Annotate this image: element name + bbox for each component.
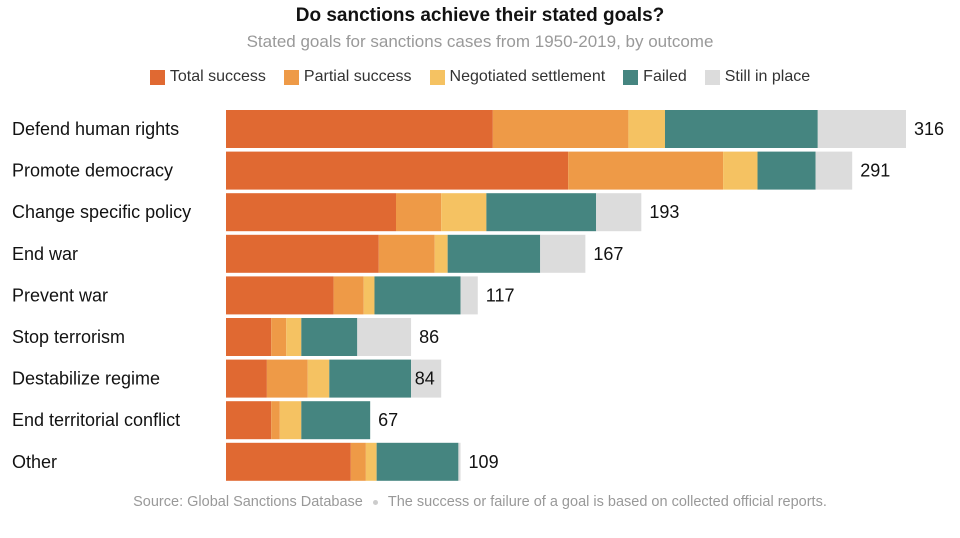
bar-segment-other-failed [376,442,459,481]
bar-segment-other-negotiated-settlement [365,442,377,481]
bar-segment-prevent-war-partial-success [333,276,364,315]
bar-segment-defend-human-rights-still-in-place [817,110,906,148]
legend-item-still-in-place: Still in place [704,68,811,86]
bar-segment-stop-terrorism-still-in-place [357,318,412,356]
bar-segment-change-specific-policy-failed [486,193,597,232]
bar-segment-destabilize-regime-failed [329,359,412,398]
chart-subtitle: Stated goals for sanctions cases from 19… [246,32,714,51]
bar-segment-end-war-partial-success [378,234,435,273]
bar-segment-change-specific-policy-still-in-place [596,193,642,232]
bar-segment-change-specific-policy-partial-success [396,193,442,232]
chart-title: Do sanctions achieve their stated goals? [295,5,665,26]
separator-dot [372,499,378,505]
total-label-other: 109 [469,452,499,472]
bar-segment-defend-human-rights-failed [664,110,818,148]
bar-segment-defend-human-rights-total-success [226,110,493,148]
legend-swatch [429,69,445,85]
bar-segment-stop-terrorism-failed [301,318,358,356]
legend-label: Negotiated settlement [449,68,606,85]
source-text: Source: Global Sanctions Database [133,494,363,510]
legend-label: Partial success [303,68,412,85]
stacked-bar-chart: Defend human rights 316 Promote democracy 2… [12,110,944,481]
category-label-defend-human-rights: Defend human rights [12,119,179,139]
category-label-promote-democracy: Promote democracy [12,161,173,181]
bar-segment-end-territorial-conflict-negotiated-settlement [279,401,302,440]
bar-segment-promote-democracy-partial-success [568,151,724,190]
bar-segment-end-territorial-conflict-total-success [226,401,272,440]
bar-segment-end-territorial-conflict-failed [301,401,371,440]
bar-segment-stop-terrorism-negotiated-settlement [286,318,302,356]
category-label-other: Other [12,452,57,472]
bar-segment-end-war-failed [447,234,541,273]
bar-segment-promote-democracy-still-in-place [815,151,853,190]
legend-item-partial-success: Partial success [283,68,412,86]
note-text: The success or failure of a goal is base… [387,494,827,510]
total-label-destabilize-regime: 84 [415,369,435,389]
category-label-end-territorial-conflict: End territorial conflict [12,410,180,430]
bar-segment-end-territorial-conflict-partial-success [271,401,280,440]
source-footer: Source: Global Sanctions Database The suc… [0,494,960,510]
bar-segment-destabilize-regime-partial-success [266,359,308,398]
total-label-prevent-war: 117 [486,285,515,305]
bar-segment-end-war-negotiated-settlement [434,234,448,273]
bar-segment-stop-terrorism-partial-success [271,318,287,356]
total-label-end-territorial-conflict: 67 [378,410,398,430]
bar-segment-prevent-war-total-success [226,276,334,315]
total-label-promote-democracy: 291 [860,161,890,181]
bar-segment-change-specific-policy-negotiated-settlement [441,193,487,232]
bar-segment-change-specific-policy-total-success [226,193,396,232]
bar-segment-destabilize-regime-total-success [226,359,267,398]
legend-label: Total success [169,68,266,85]
bar-segment-promote-democracy-failed [757,151,816,190]
bar-segment-defend-human-rights-negotiated-settlement [628,110,665,148]
legend: Total success Partial success Negotiated… [0,68,960,86]
legend-swatch [149,69,165,85]
legend-item-negotiated-settlement: Negotiated settlement [429,68,606,86]
bar-segment-prevent-war-failed [374,276,461,315]
total-label-stop-terrorism: 86 [419,327,439,347]
category-label-stop-terrorism: Stop terrorism [12,327,125,347]
bar-segment-destabilize-regime-still-in-place [411,359,442,398]
total-label-end-war: 167 [593,244,623,264]
legend-item-total-success: Total success [149,68,266,86]
bar-segment-stop-terrorism-total-success [226,318,272,356]
bar-segment-end-war-still-in-place [540,234,586,273]
bar-segment-other-total-success [226,442,351,481]
bar-segment-destabilize-regime-negotiated-settlement [307,359,330,398]
legend-swatch [623,69,639,85]
legend-item-failed: Failed [623,68,687,86]
category-label-end-war: End war [12,244,78,264]
bar-segment-end-war-total-success [226,234,379,273]
category-label-prevent-war: Prevent war [12,285,108,305]
legend-swatch [704,69,720,85]
bar-segment-defend-human-rights-partial-success [492,110,629,148]
legend-label: Still in place [724,68,811,85]
total-label-defend-human-rights: 316 [914,119,944,139]
bar-segment-other-partial-success [350,442,366,481]
bar-segment-prevent-war-negotiated-settlement [363,276,375,315]
total-label-change-specific-policy: 193 [649,202,679,222]
bar-segment-prevent-war-still-in-place [460,276,478,315]
category-label-destabilize-regime: Destabilize regime [12,369,160,389]
bar-segment-promote-democracy-total-success [226,151,569,190]
category-label-change-specific-policy: Change specific policy [12,202,191,222]
legend-label: Failed [643,68,687,85]
bar-segment-promote-democracy-negotiated-settlement [723,151,758,190]
legend-swatch [283,69,299,85]
bar-segment-other-still-in-place [458,442,461,481]
